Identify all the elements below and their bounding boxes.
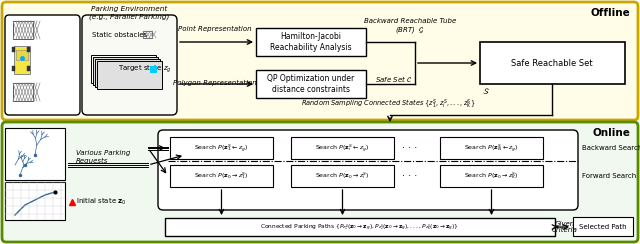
Bar <box>170 165 273 187</box>
Bar <box>97 61 162 89</box>
Text: Search $P(\mathbf{z}_1^S \leftarrow z_g)$: Search $P(\mathbf{z}_1^S \leftarrow z_g)… <box>195 142 248 154</box>
Text: Search $P(\mathbf{z}_N^S \leftarrow z_g)$: Search $P(\mathbf{z}_N^S \leftarrow z_g)… <box>464 142 519 154</box>
Text: Search $P(\mathbf{z}_0 \to z_K^S)$: Search $P(\mathbf{z}_0 \to z_K^S)$ <box>464 171 518 181</box>
Bar <box>91 55 156 83</box>
Text: Backward Search: Backward Search <box>582 145 640 151</box>
Bar <box>13 21 33 39</box>
Bar <box>170 137 273 159</box>
Text: Safe Reachable Set: Safe Reachable Set <box>511 59 593 68</box>
Bar <box>5 182 65 220</box>
Bar <box>95 59 160 87</box>
Bar <box>14 46 30 74</box>
Text: Online: Online <box>592 128 630 138</box>
Text: Connected Parking Paths $\{P_{z_1^S}(\mathbf{z}_0 \to \mathbf{z}_g), P_{z_2^S}(\: Connected Parking Paths $\{P_{z_1^S}(\ma… <box>260 222 460 232</box>
Text: Safe Set $\mathcal{C}$: Safe Set $\mathcal{C}$ <box>375 74 413 84</box>
Text: · · ·: · · · <box>403 143 418 153</box>
Text: QP Optimization under
distance constraints: QP Optimization under distance constrain… <box>268 74 355 94</box>
FancyBboxPatch shape <box>5 15 80 115</box>
Text: Search $P(\mathbf{z}_i^S \leftarrow z_g)$: Search $P(\mathbf{z}_i^S \leftarrow z_g)… <box>316 142 369 154</box>
Text: Initial state $\mathbf{z}_0$: Initial state $\mathbf{z}_0$ <box>76 197 127 207</box>
Text: Hamilton-Jacobi
Reachability Analysis: Hamilton-Jacobi Reachability Analysis <box>270 32 352 52</box>
Bar <box>27 47 30 52</box>
Bar <box>165 218 555 236</box>
Text: Random Sampling Connected States $\{z_1^S, z_i^S, ..., z_K^S\}$: Random Sampling Connected States $\{z_1^… <box>301 98 475 111</box>
Bar <box>440 165 543 187</box>
Bar <box>480 42 625 84</box>
Bar <box>143 31 152 38</box>
Bar <box>13 83 33 101</box>
Text: Point Representation: Point Representation <box>178 26 252 32</box>
Bar <box>5 128 65 180</box>
Bar <box>150 66 157 73</box>
Bar <box>573 217 633 236</box>
Text: Static obstacles: Static obstacles <box>92 32 147 38</box>
FancyBboxPatch shape <box>2 2 638 120</box>
Bar <box>440 137 543 159</box>
Text: Selected Path: Selected Path <box>579 224 627 230</box>
Text: $\mathcal{S}$: $\mathcal{S}$ <box>482 86 490 96</box>
Bar <box>256 70 366 98</box>
Bar <box>256 28 366 56</box>
Text: Offline: Offline <box>590 8 630 18</box>
FancyBboxPatch shape <box>158 130 578 210</box>
Bar <box>93 57 158 85</box>
Text: Search $P(\mathbf{z}_0 \to z_i^S)$: Search $P(\mathbf{z}_0 \to z_i^S)$ <box>316 171 370 181</box>
Bar <box>12 47 15 52</box>
Text: Backward Reachable Tube
(BRT)  $\mathcal{G}$: Backward Reachable Tube (BRT) $\mathcal{… <box>364 18 456 35</box>
Bar <box>12 66 15 71</box>
Text: Target state $z_g$: Target state $z_g$ <box>118 63 172 75</box>
Text: Various Parking
Requests: Various Parking Requests <box>76 151 131 163</box>
Bar <box>291 165 394 187</box>
Bar <box>291 137 394 159</box>
Bar <box>16 50 28 60</box>
Text: Search $P(\mathbf{z}_0 \to z_1^S)$: Search $P(\mathbf{z}_0 \to z_1^S)$ <box>195 171 249 181</box>
Bar <box>27 66 30 71</box>
FancyBboxPatch shape <box>82 15 177 115</box>
Text: Forward Search: Forward Search <box>582 173 636 179</box>
Text: · · ·: · · · <box>403 171 418 181</box>
Text: Parking Environment
(e.g., Parallel Parking): Parking Environment (e.g., Parallel Park… <box>89 6 169 20</box>
FancyBboxPatch shape <box>2 122 638 242</box>
Text: Polygon Representation: Polygon Representation <box>173 80 257 86</box>
Text: Given
Criteria: Given Criteria <box>552 221 578 234</box>
